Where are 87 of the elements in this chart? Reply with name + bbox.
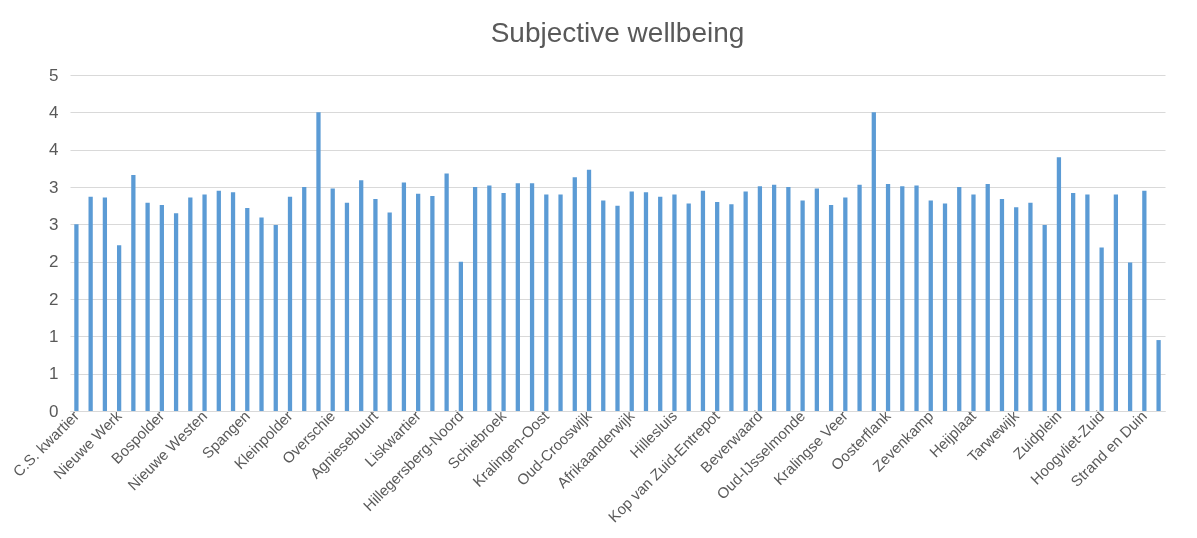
bar (74, 224, 79, 411)
bar (1099, 247, 1104, 411)
bar (558, 194, 563, 411)
bar (715, 201, 720, 411)
bar (957, 187, 962, 411)
bar (316, 112, 321, 411)
y-tick-label: 1 (49, 326, 59, 346)
bar (145, 202, 150, 411)
bar (245, 207, 250, 411)
bar (843, 197, 848, 411)
bar (544, 194, 549, 411)
y-tick-label: 3 (49, 214, 59, 234)
y-tick-label: 2 (49, 289, 59, 309)
bar (1071, 192, 1076, 411)
bar (857, 184, 862, 411)
bar (259, 217, 264, 411)
bar (501, 192, 506, 411)
bar (615, 205, 620, 411)
bar (772, 184, 777, 411)
bar (1028, 202, 1033, 411)
bar (131, 175, 136, 411)
bar (188, 197, 193, 411)
bar (658, 196, 663, 411)
bar (828, 204, 834, 411)
bar (743, 191, 748, 411)
bar (202, 194, 207, 411)
bar (529, 183, 535, 411)
bar (458, 261, 463, 411)
bar (971, 194, 976, 411)
bar (985, 184, 990, 411)
bar (116, 245, 122, 411)
bar (942, 203, 948, 411)
bar (814, 188, 819, 411)
bar (102, 197, 108, 411)
bar (601, 200, 606, 411)
bar (914, 185, 919, 411)
bar (472, 187, 478, 411)
bar (1113, 194, 1119, 411)
bar (686, 203, 691, 411)
bar (629, 191, 634, 411)
bar (487, 185, 492, 411)
bar (359, 180, 364, 411)
bar (444, 173, 449, 411)
bar (159, 204, 164, 411)
bar (757, 186, 763, 411)
bar (672, 194, 677, 411)
bar (287, 196, 293, 411)
bar (88, 196, 93, 411)
bar (273, 225, 278, 411)
bar (515, 183, 520, 411)
bar (1127, 262, 1133, 411)
bar (871, 112, 876, 411)
bar (387, 212, 392, 411)
bar (1042, 225, 1047, 411)
bar (430, 195, 435, 411)
bar (729, 204, 734, 411)
y-tick-label: 4 (49, 102, 59, 122)
bar (900, 186, 905, 411)
y-tick-label: 1 (49, 364, 59, 384)
y-tick-label: 3 (49, 177, 59, 197)
bar (373, 198, 378, 411)
bar (999, 198, 1005, 411)
bar (700, 190, 706, 411)
bar (1014, 207, 1019, 411)
bar (230, 192, 236, 411)
bar (401, 182, 407, 411)
bar (216, 190, 221, 411)
bar (1156, 340, 1161, 411)
y-tick-label: 4 (49, 140, 59, 160)
y-tick-label: 2 (49, 252, 59, 272)
bar (885, 184, 891, 411)
bar (586, 169, 592, 411)
bar (173, 213, 179, 411)
y-tick-label: 5 (49, 65, 59, 85)
bar (643, 192, 649, 411)
bar (572, 177, 577, 411)
bar (302, 187, 307, 411)
bar (1056, 157, 1062, 411)
bar (344, 202, 350, 411)
bar (1085, 194, 1090, 411)
bar (416, 193, 421, 411)
bar (1142, 190, 1147, 411)
bar (330, 188, 335, 411)
bar (786, 187, 791, 411)
bar (800, 200, 805, 411)
chart-title: Subjective wellbeing (490, 17, 745, 48)
bar (928, 200, 933, 411)
